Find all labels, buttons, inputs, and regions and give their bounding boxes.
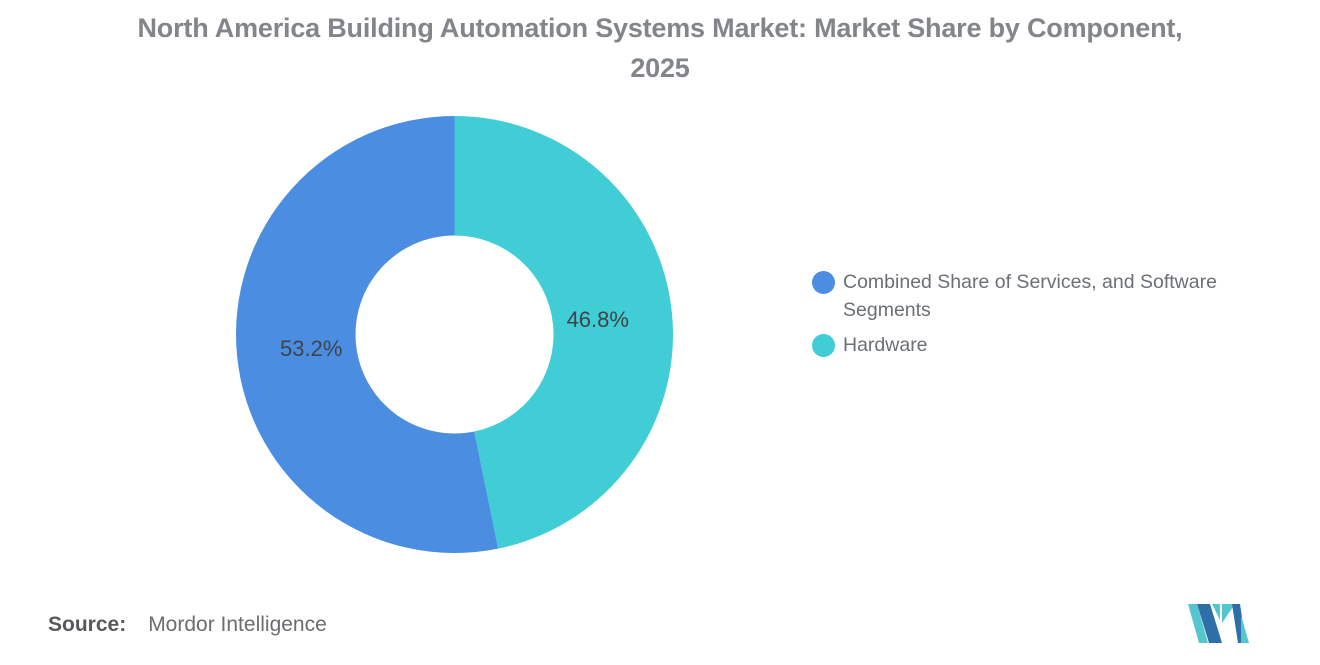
logo-shape	[1212, 604, 1220, 620]
slice-label-combined: 53.2%	[280, 335, 343, 361]
mordor-intelligence-logo	[1188, 604, 1249, 643]
legend-item-hardware[interactable]: Hardware	[812, 331, 1292, 359]
logo-shape	[1188, 604, 1208, 643]
slice-label-hardware: 46.8%	[566, 307, 629, 333]
legend: Combined Share of Services, and Software…	[812, 268, 1292, 366]
logo-shape	[1222, 604, 1235, 623]
legend-dot-combined-icon	[812, 271, 835, 294]
donut-slice-1[interactable]	[454, 116, 674, 549]
donut-slice-0[interactable]	[236, 116, 499, 553]
source-text: Mordor Intelligence	[148, 613, 327, 636]
logo-shape	[1197, 604, 1222, 643]
source-line: Source: Mordor Intelligence	[48, 613, 327, 637]
logo-shape	[1241, 615, 1249, 643]
legend-item-combined[interactable]: Combined Share of Services, and Software…	[812, 268, 1292, 324]
legend-label-hardware: Hardware	[843, 334, 928, 356]
chart-title: North America Building Automation System…	[137, 13, 1183, 83]
donut-chart	[236, 116, 673, 553]
donut-plot-area: 53.2% 46.8%	[236, 116, 673, 553]
source-prefix-label: Source:	[48, 613, 127, 636]
legend-dot-hardware-icon	[812, 334, 835, 357]
legend-label-combined: Combined Share of Services, and Software…	[843, 271, 1217, 321]
